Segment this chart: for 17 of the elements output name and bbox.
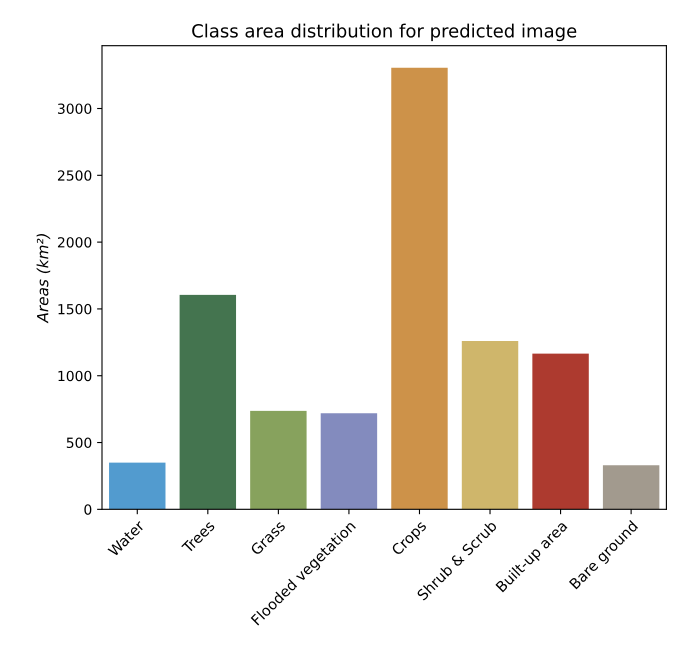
y-tick-label: 3000 bbox=[58, 103, 92, 114]
y-tick-label: 2000 bbox=[58, 237, 92, 248]
bar bbox=[109, 462, 166, 510]
y-tick-label: 1000 bbox=[58, 370, 92, 382]
bar bbox=[320, 413, 378, 510]
y-tick-label: 1500 bbox=[58, 304, 92, 314]
y-tick-label: 0 bbox=[84, 504, 92, 515]
bar bbox=[391, 68, 448, 510]
y-axis-title: Areas (km²) bbox=[36, 234, 50, 324]
bar bbox=[462, 340, 518, 510]
bar bbox=[602, 465, 660, 510]
y-tick-label: 500 bbox=[66, 438, 92, 448]
bar bbox=[180, 294, 236, 510]
chart-title: Class area distribution for predicted image bbox=[192, 24, 576, 42]
bar bbox=[250, 410, 307, 510]
bar bbox=[532, 354, 589, 510]
y-tick-label: 2500 bbox=[58, 170, 92, 181]
